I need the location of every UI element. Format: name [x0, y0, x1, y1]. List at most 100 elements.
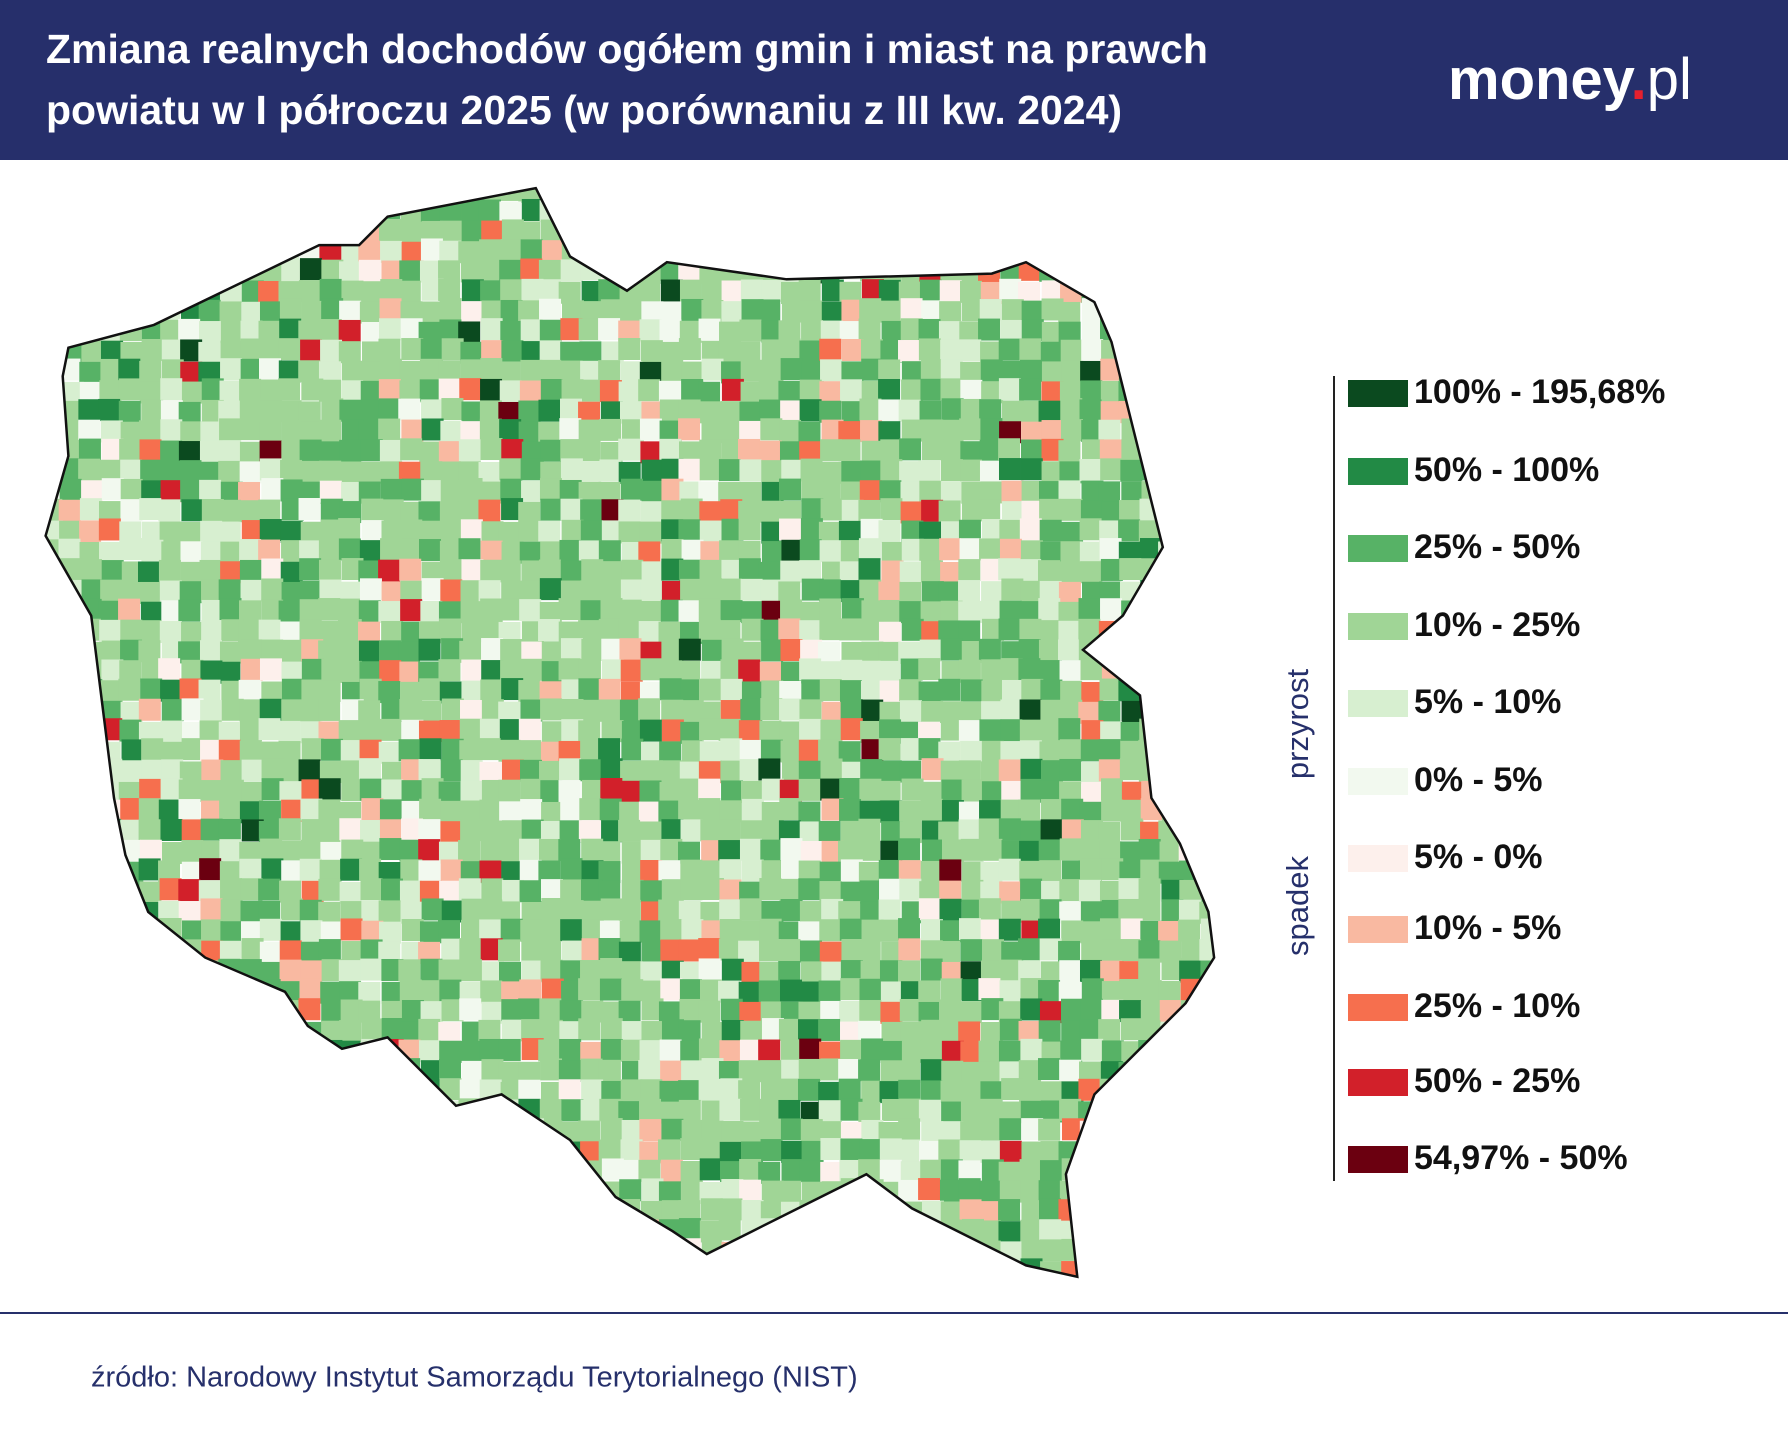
map-cell — [659, 760, 682, 783]
map-cell — [1201, 799, 1215, 822]
map-cell — [1058, 440, 1081, 463]
map-cell — [619, 260, 642, 283]
map-cell — [421, 1240, 444, 1263]
map-cell — [401, 759, 424, 782]
map-cell — [79, 959, 102, 982]
map-cell — [559, 820, 582, 843]
map-cell — [898, 340, 921, 363]
map-cell — [480, 620, 503, 643]
map-cell — [840, 960, 863, 983]
map-cell — [899, 561, 922, 584]
map-cell — [298, 1058, 321, 1081]
map-cell — [560, 919, 583, 942]
map-cell — [200, 1259, 223, 1277]
map-cell — [359, 281, 382, 304]
map-cell — [1019, 1080, 1042, 1103]
map-cell — [640, 581, 663, 604]
map-cell — [598, 198, 621, 221]
map-cell — [261, 478, 284, 501]
map-cell — [1079, 959, 1102, 982]
legend-label: 50% - 100% — [1414, 451, 1599, 489]
map-cell — [1219, 700, 1241, 722]
map-cell — [45, 939, 62, 962]
map-cell — [1160, 1180, 1183, 1203]
map-cell — [680, 1040, 703, 1063]
map-cell — [1198, 1001, 1215, 1024]
map-cell — [678, 338, 701, 361]
map-cell — [639, 719, 662, 742]
map-cell — [640, 1259, 663, 1277]
map-cell — [519, 599, 542, 622]
map-cell — [259, 458, 282, 481]
map-cell — [200, 739, 223, 762]
map-cell — [1199, 738, 1215, 761]
map-cell — [1100, 238, 1123, 261]
map-cell — [999, 980, 1022, 1003]
map-cell — [98, 518, 121, 541]
map-cell — [181, 1259, 204, 1277]
map-cell — [539, 478, 562, 501]
map-cell — [181, 698, 204, 721]
map-cell — [720, 760, 743, 783]
map-cell — [1160, 340, 1183, 363]
map-cell — [601, 520, 624, 543]
map-cell — [501, 820, 524, 843]
map-cell — [1141, 1080, 1164, 1103]
map-cell — [439, 188, 462, 203]
map-cell — [61, 940, 84, 963]
map-cell — [45, 380, 64, 403]
map-cell — [520, 1178, 543, 1201]
map-cell — [800, 300, 823, 323]
map-cell — [460, 260, 483, 283]
map-cell — [438, 260, 461, 283]
map-cell — [120, 639, 143, 662]
map-cell — [120, 499, 143, 522]
map-cell — [1200, 659, 1215, 682]
map-cell — [118, 1020, 141, 1043]
map-cell — [780, 1118, 803, 1141]
map-cell — [1180, 579, 1203, 602]
map-cell — [260, 1219, 283, 1242]
map-cell — [279, 400, 302, 423]
map-cell — [220, 760, 243, 783]
map-cell — [880, 840, 903, 863]
map-cell — [621, 1240, 644, 1263]
map-cell — [1078, 1158, 1101, 1181]
map-cell — [81, 579, 104, 602]
map-cell — [761, 460, 784, 483]
map-cell — [141, 941, 164, 964]
map-cell — [478, 1141, 501, 1164]
map-cell — [1098, 759, 1121, 782]
map-cell — [1140, 361, 1163, 384]
map-cell — [1220, 522, 1242, 544]
map-cell — [45, 1259, 64, 1277]
map-cell — [1222, 582, 1244, 604]
map-cell — [81, 1140, 104, 1163]
map-cell — [1140, 1120, 1163, 1143]
map-cell — [678, 799, 701, 822]
map-cell — [760, 198, 783, 221]
map-cell — [799, 1281, 821, 1303]
map-cell — [1059, 561, 1082, 584]
map-cell — [239, 740, 262, 763]
map-cell — [440, 559, 463, 582]
map-cell — [719, 188, 742, 203]
map-cell — [421, 578, 444, 601]
map-cell — [1181, 221, 1204, 244]
map-cell — [998, 759, 1021, 782]
map-cell — [99, 1199, 122, 1222]
map-cell — [681, 1060, 704, 1083]
map-cell — [739, 1179, 762, 1202]
map-cell — [738, 940, 761, 963]
map-cell — [1099, 678, 1122, 701]
map-cell — [100, 579, 123, 602]
map-cell — [980, 558, 1003, 581]
map-cell — [1181, 360, 1204, 383]
map-cell — [501, 498, 524, 521]
map-cell — [678, 519, 701, 542]
map-cell — [1198, 618, 1215, 641]
map-cell — [641, 998, 664, 1021]
map-cell — [781, 539, 804, 562]
map-cell — [241, 220, 264, 243]
map-cell — [59, 820, 82, 843]
